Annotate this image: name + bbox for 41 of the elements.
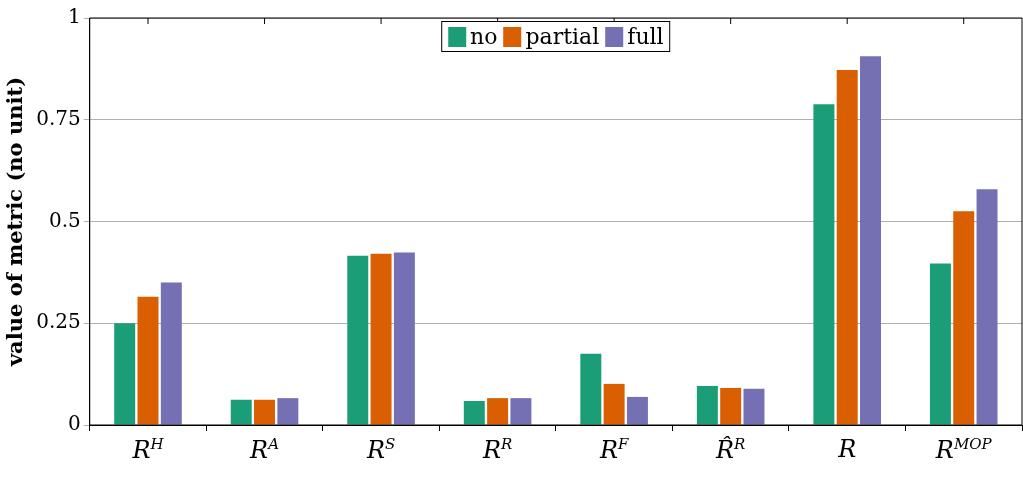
bar [347, 255, 369, 425]
bar [487, 398, 509, 425]
y-tick-label: 0.75 [36, 105, 81, 130]
bar [114, 323, 136, 425]
y-axis-title: value of metric (no unit) [2, 76, 28, 368]
legend-label: full [627, 24, 664, 49]
bar [836, 70, 858, 425]
bar [370, 253, 392, 425]
bar [929, 263, 951, 425]
bar [230, 399, 252, 425]
bar [860, 56, 881, 425]
y-tick-label: 0 [68, 411, 81, 436]
bar [463, 400, 485, 425]
bar [720, 387, 742, 425]
legend-label: no [470, 24, 498, 49]
x-tick-label: R̂$^{R}$ [715, 435, 746, 464]
x-tick-label: R$^{A}$ [250, 435, 279, 464]
bar [580, 353, 602, 425]
y-tick-label: 0.5 [48, 207, 81, 232]
bar [510, 398, 532, 425]
bar [976, 189, 998, 425]
x-tick-label: R$^{R}$ [482, 435, 513, 464]
bar [813, 104, 835, 425]
bar [626, 396, 648, 425]
bar [696, 385, 718, 425]
bar [743, 388, 765, 425]
legend-label: partial [525, 24, 600, 49]
bar [393, 252, 415, 425]
x-tick-label: R$^{S}$ [366, 435, 396, 464]
y-tick-label: 0.25 [36, 309, 81, 334]
x-tick-label: R$^{H}$ [132, 435, 164, 464]
bar [160, 282, 182, 425]
bar [254, 399, 276, 425]
y-tick-label: 1 [68, 4, 81, 29]
x-tick-label: R$^{F}$ [599, 435, 629, 464]
bar [953, 211, 975, 425]
bar [603, 383, 625, 425]
bar [137, 296, 159, 425]
x-tick-label: R [838, 435, 857, 463]
bar [277, 398, 299, 425]
x-tick-label: R$^{MOP}$ [935, 435, 992, 464]
